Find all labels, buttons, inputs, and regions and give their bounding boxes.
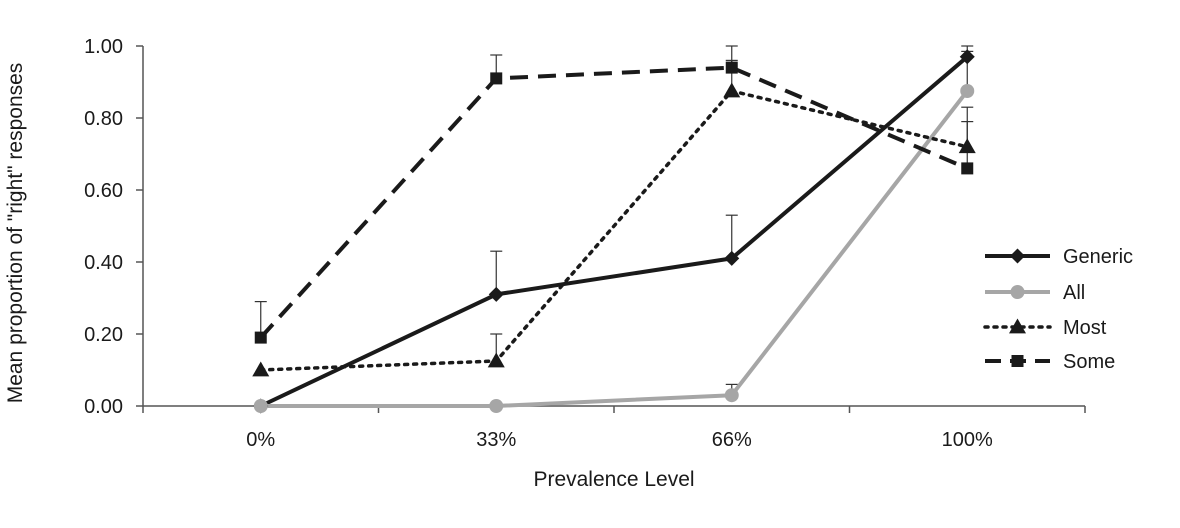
y-tick-label: 0.00 bbox=[84, 396, 123, 418]
legend-some-label: Some bbox=[1063, 351, 1115, 373]
some-data-point bbox=[961, 162, 974, 175]
most-data-point bbox=[958, 138, 976, 154]
axes: 0.00 0.20 0.40 0.60 0.80 1.00 0% 33% 66% 100% bbox=[84, 36, 1086, 451]
generic-data-point bbox=[724, 250, 740, 266]
all-data-point bbox=[489, 399, 504, 413]
generic-series-line bbox=[259, 55, 969, 408]
all-data-point bbox=[724, 388, 739, 403]
legend-all-label: All bbox=[1063, 282, 1085, 304]
y-axis-title: Mean proportion of "right" responses bbox=[4, 63, 27, 404]
x-tick-label: 0% bbox=[246, 429, 275, 451]
x-tick-label: 66% bbox=[712, 429, 752, 451]
legend: Generic All Most Some bbox=[983, 246, 1133, 373]
all-data-point bbox=[253, 399, 268, 413]
generic-data-point bbox=[959, 49, 975, 65]
most-data-point bbox=[252, 361, 270, 377]
legend-most-label: Most bbox=[1063, 317, 1107, 339]
some-series-line bbox=[259, 65, 969, 339]
generic-data-point bbox=[488, 286, 504, 302]
y-tick-label: 0.60 bbox=[84, 180, 123, 202]
some-data-point bbox=[254, 331, 267, 344]
some-data-point bbox=[725, 61, 738, 74]
y-tick-label: 0.20 bbox=[84, 324, 123, 346]
x-tick-label: 100% bbox=[942, 429, 993, 451]
series-markers bbox=[252, 49, 976, 414]
y-tick-label: 1.00 bbox=[84, 36, 123, 58]
legend-most-marker bbox=[1009, 318, 1026, 334]
all-data-point bbox=[960, 84, 975, 98]
legend-some-marker bbox=[1011, 355, 1024, 367]
legend-generic-label: Generic bbox=[1063, 246, 1133, 268]
y-tick-label: 0.80 bbox=[84, 108, 123, 130]
legend-generic-marker bbox=[1010, 248, 1025, 264]
most-data-point bbox=[487, 352, 505, 368]
x-tick-label: 33% bbox=[476, 429, 516, 451]
series-lines bbox=[259, 55, 969, 408]
most-data-point bbox=[723, 82, 741, 98]
some-data-point bbox=[490, 72, 503, 85]
x-axis-title: Prevalence Level bbox=[533, 468, 694, 491]
y-tick-label: 0.40 bbox=[84, 252, 123, 274]
all-series-line bbox=[260, 89, 969, 408]
legend-all-marker bbox=[1010, 285, 1025, 299]
